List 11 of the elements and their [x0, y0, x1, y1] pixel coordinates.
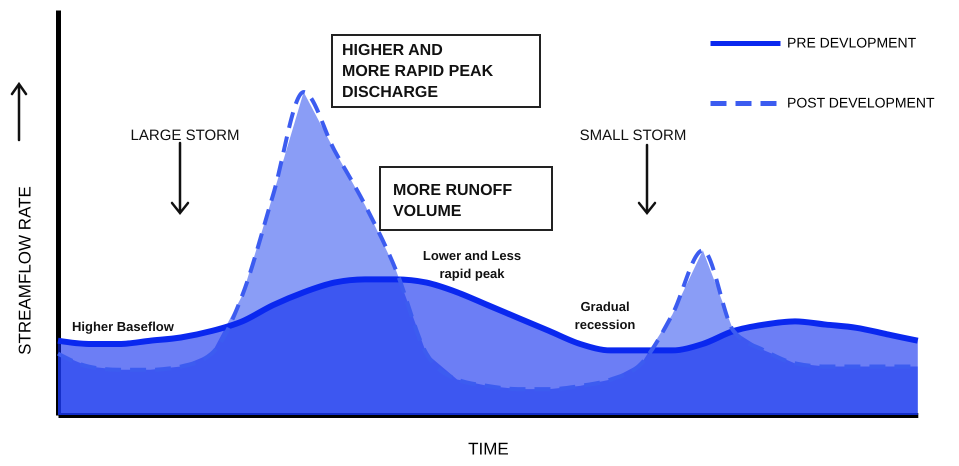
legend-label: PRE DEVLOPMENT [787, 34, 917, 50]
annotation: SMALL STORM [580, 127, 686, 144]
x-axis-title: TIME [468, 440, 509, 458]
annotation: LARGE STORM [130, 127, 240, 144]
y-axis-title: STREAMFLOW RATE [16, 186, 34, 355]
annotation: MORE RUNOFF VOLUME [393, 182, 512, 220]
legend-label: POST DEVELOPMENT [787, 94, 935, 110]
annotation: Lower and Less rapid peak [422, 248, 522, 281]
annotation: Gradual recession [574, 299, 636, 332]
annotation: HIGHER AND MORE RAPID PEAK DISCHARGE [342, 42, 494, 101]
annotation: Higher Baseflow [72, 319, 175, 334]
